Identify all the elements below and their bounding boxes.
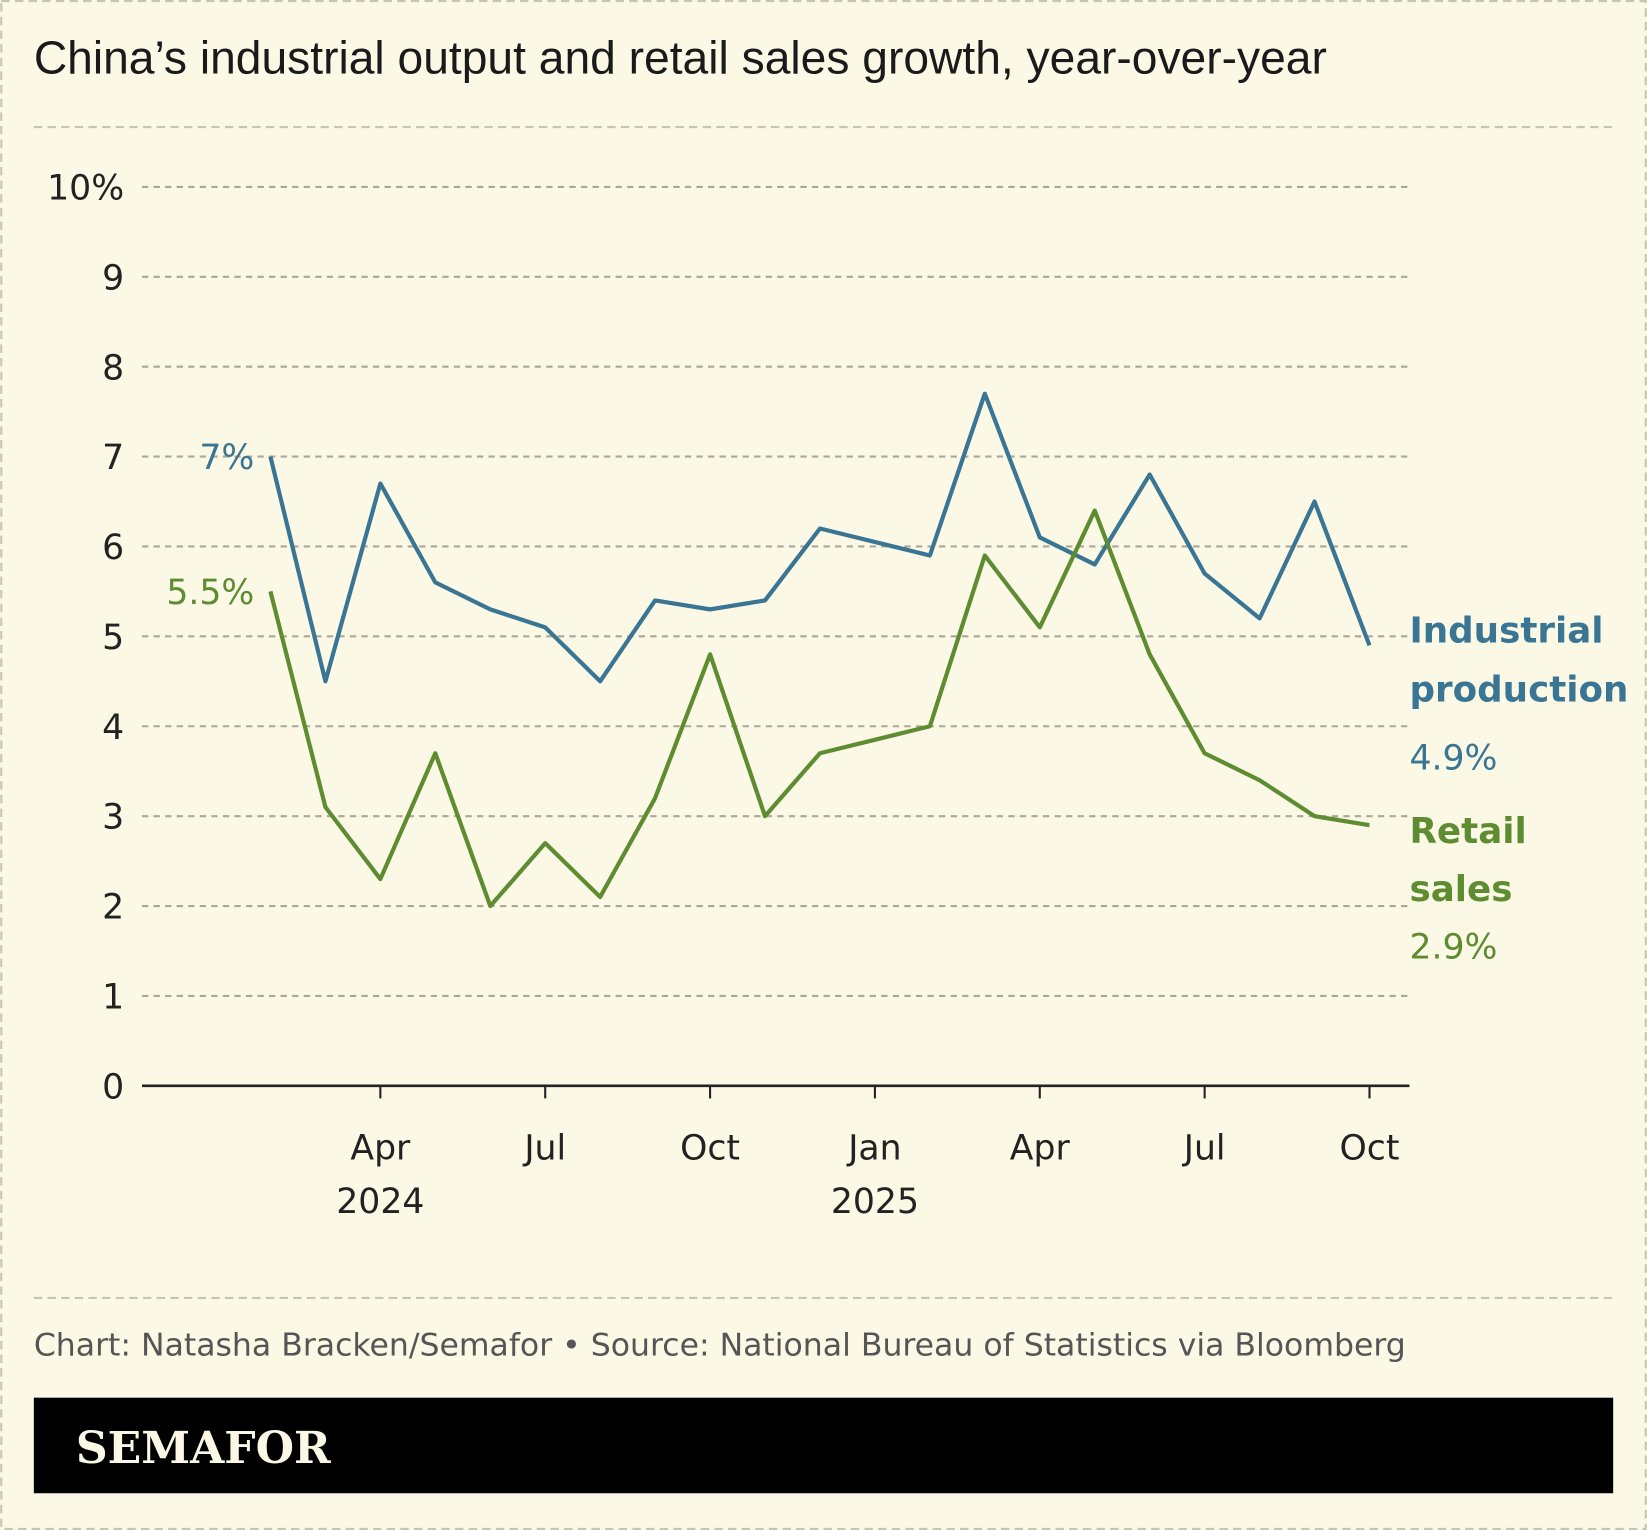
- x-tick-label: Jan: [846, 1128, 901, 1168]
- logo-bar: [33, 1397, 1614, 1494]
- y-tick-label: 9: [102, 258, 124, 298]
- series-name-part: production: [1409, 669, 1628, 710]
- x-tick-year: 2025: [831, 1182, 919, 1222]
- y-tick-label: 1: [102, 978, 124, 1018]
- y-tick-label: 10%: [47, 169, 124, 209]
- y-tick-label: 7: [102, 438, 124, 478]
- y-tick-label: 4: [102, 708, 124, 748]
- y-tick-label: 8: [102, 348, 124, 388]
- x-tick-label: Oct: [680, 1128, 740, 1168]
- start-label: 5.5%: [166, 573, 254, 613]
- x-tick-year: 2024: [336, 1182, 424, 1222]
- x-tick-label: Oct: [1340, 1128, 1400, 1168]
- credit: Chart: Natasha Bracken/Semafor • Source:…: [34, 1328, 1406, 1364]
- semafor-logo: SEMAFOR: [76, 1423, 331, 1474]
- end-label: 2.9%: [1409, 928, 1497, 968]
- series-name-part: Retail: [1409, 811, 1526, 852]
- series-line-industrial: [268, 391, 1372, 684]
- x-tick-label: Apr: [350, 1128, 411, 1168]
- y-tick-label: 6: [102, 528, 124, 568]
- series-name-part: Industrial: [1409, 611, 1603, 652]
- series-name-part: sales: [1409, 869, 1512, 910]
- y-tick-label: 3: [102, 798, 124, 838]
- y-tick-label: 2: [102, 888, 124, 928]
- series-line-retail: [268, 508, 1370, 909]
- x-tick-label: Jul: [1182, 1128, 1226, 1168]
- end-label: 4.9%: [1409, 739, 1497, 779]
- x-tick-label: Apr: [1010, 1128, 1071, 1168]
- chart-title: China’s industrial output and retail sal…: [34, 32, 1327, 84]
- y-tick-label: 0: [102, 1067, 124, 1107]
- start-label: 7%: [199, 438, 254, 478]
- x-tick-label: Jul: [522, 1128, 566, 1168]
- y-tick-label: 5: [102, 618, 124, 658]
